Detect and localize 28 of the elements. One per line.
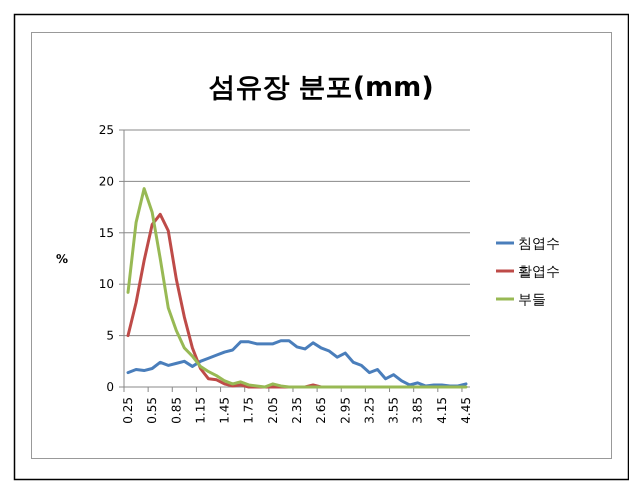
x-tick-label: 2.05 — [266, 397, 280, 424]
x-tick-label: 2.35 — [290, 397, 304, 424]
x-tick-label: 3.25 — [362, 397, 376, 424]
x-tick-label: 1.15 — [193, 397, 208, 424]
line-series — [126, 339, 468, 388]
x-tick-label: 2.95 — [338, 397, 352, 424]
y-tick-label: 20 — [98, 174, 114, 188]
x-tick-label: 0.55 — [145, 397, 160, 424]
y-tick-label: 5 — [106, 328, 114, 343]
x-tick-label: 4.45 — [458, 397, 473, 424]
y-tick-label: 0 — [106, 380, 114, 394]
x-tick-label: 2.65 — [314, 397, 328, 424]
line-series — [126, 187, 468, 388]
legend-label: 침엽수 — [518, 236, 560, 252]
y-tick-label: 10 — [98, 277, 114, 292]
x-tick-label: 1.75 — [242, 397, 256, 424]
y-axis-title: % — [56, 252, 68, 266]
y-tick-label: 25 — [98, 123, 114, 137]
y-tick-label: 15 — [98, 226, 114, 240]
x-tick-label: 0.85 — [169, 397, 184, 424]
x-tick-label: 3.85 — [410, 397, 425, 424]
legend-label: 활엽수 — [518, 264, 560, 280]
x-tick-label: 4.15 — [434, 397, 449, 424]
chart-title: 섬유장 분포(mm) — [208, 72, 434, 103]
legend-label: 부들 — [518, 292, 546, 308]
x-tick-label: 1.45 — [218, 397, 232, 424]
x-tick-label: 3.55 — [386, 397, 401, 424]
x-tick-label: 0.25 — [121, 397, 136, 424]
